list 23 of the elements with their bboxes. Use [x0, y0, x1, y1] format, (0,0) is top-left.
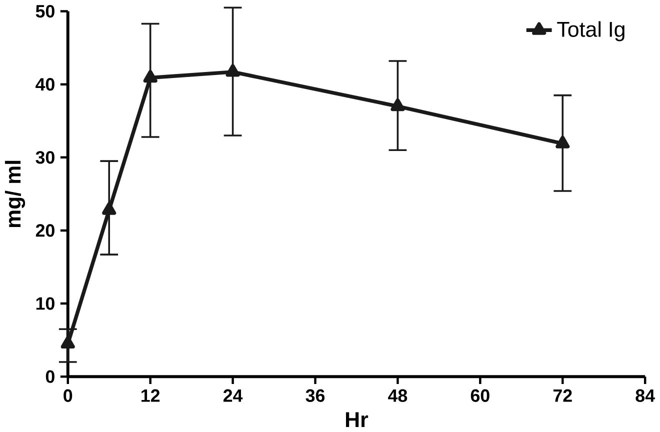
y-tick-label: 50	[36, 5, 54, 18]
y-tick-label: 30	[36, 151, 54, 164]
y-tick-label: 20	[36, 224, 54, 237]
point	[102, 202, 116, 215]
point	[143, 70, 158, 83]
x-tick-label: 12	[142, 389, 160, 402]
x-axis-title: Hr	[346, 412, 368, 428]
x-tick-label: 84	[636, 389, 655, 402]
y-tick-label: 0	[46, 370, 54, 383]
x-tick-label: 24	[223, 389, 243, 402]
point	[60, 336, 75, 349]
x-tick-label: 0	[64, 389, 72, 402]
x-tick-label: 36	[306, 389, 325, 402]
x-tick-label: 60	[470, 389, 490, 402]
y-tick-label: 40	[36, 78, 54, 91]
point	[556, 136, 570, 148]
y-axis-title: mg/ ml	[4, 160, 26, 228]
x-tick-label: 72	[553, 389, 572, 402]
x-tick-label: 48	[388, 389, 408, 402]
point	[390, 98, 405, 112]
y-tick-label: 10	[36, 297, 54, 310]
point	[226, 64, 240, 77]
legend-label: Total Ig	[557, 21, 624, 42]
